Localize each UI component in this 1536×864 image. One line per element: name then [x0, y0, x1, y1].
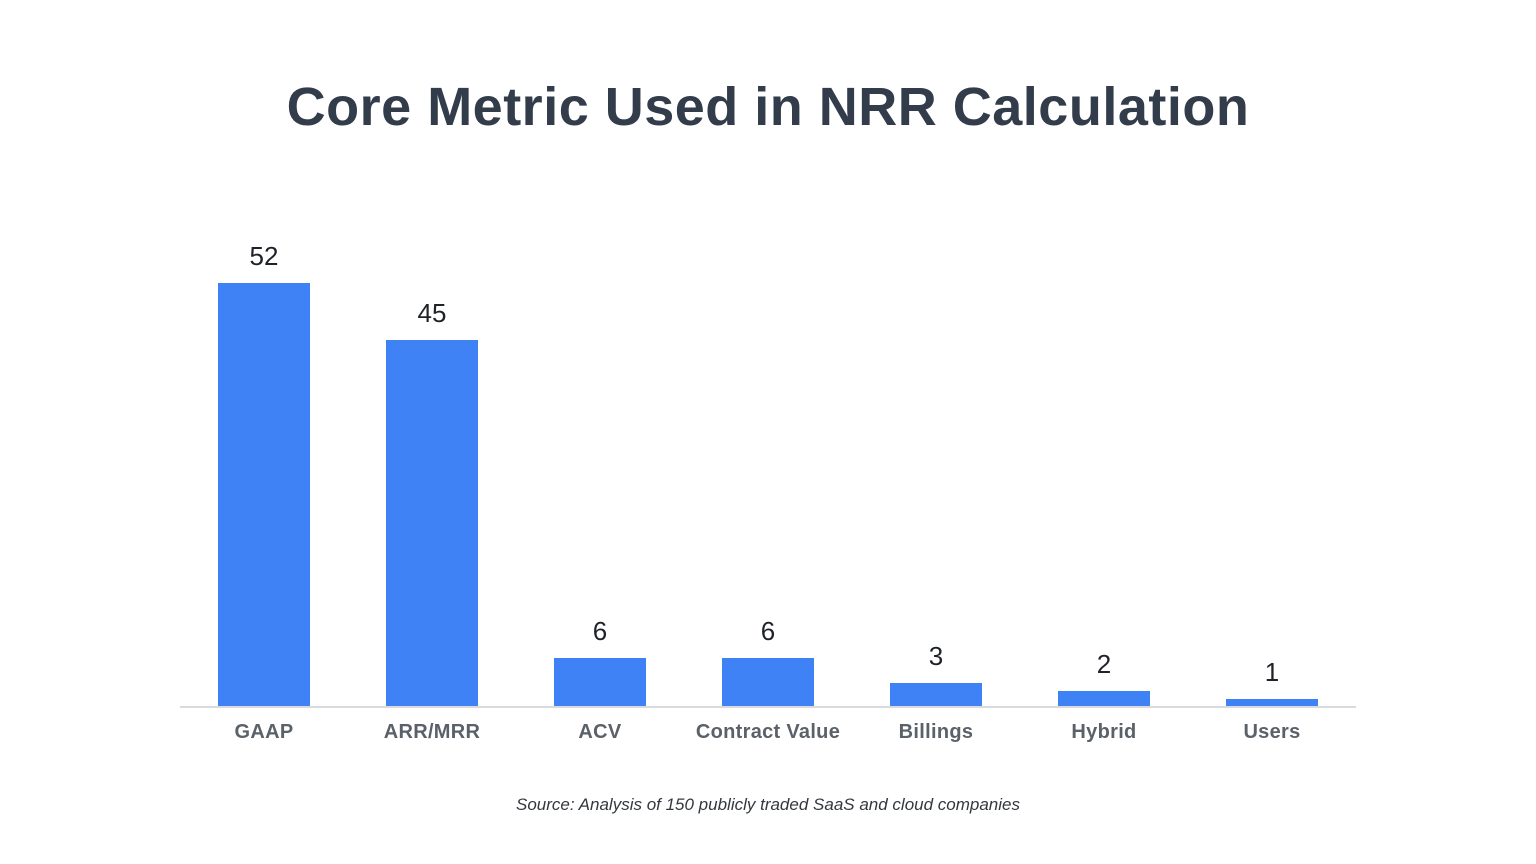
bar [890, 683, 982, 707]
chart-title: Core Metric Used in NRR Calculation [286, 77, 1250, 137]
bar-category-label: Hybrid [1071, 721, 1137, 743]
bar-category-label: ARR/MRR [383, 721, 481, 743]
bar-value-label: 6 [760, 616, 776, 646]
bar-value-label: 3 [928, 641, 944, 671]
bar-category-label: GAAP [234, 721, 294, 743]
bar-group: 3 [852, 643, 1020, 707]
bar [722, 658, 814, 707]
bar-group: 6 [684, 618, 852, 707]
bar-group: 2 [1020, 651, 1188, 707]
bar-group: 45 [348, 300, 516, 707]
x-axis-category-labels: GAAP ARR/MRR ACV Contract Value Billings Hybr… [180, 721, 1356, 744]
bar [1058, 691, 1150, 707]
bar-category-label: Users [1243, 721, 1301, 743]
bar-category-label: ACV [578, 721, 622, 743]
bar [554, 658, 646, 707]
source-note: Source: Analysis of 150 publicly traded … [515, 795, 1020, 814]
bar-group: 6 [516, 618, 684, 707]
bar-category-label: Contract Value [695, 721, 841, 743]
bar-group: 1 [1188, 659, 1356, 707]
bar [218, 283, 310, 707]
bar-value-label: 45 [417, 298, 447, 328]
bar [386, 340, 478, 707]
x-axis-line [180, 706, 1356, 708]
bar-value-label: 1 [1264, 657, 1280, 687]
bar-category-label: Billings [898, 721, 974, 743]
bar-chart-plot-area: 52 45 6 6 3 2 1 [180, 243, 1356, 707]
bar-group: 52 [180, 243, 348, 707]
bar [1226, 699, 1318, 707]
bar-value-label: 52 [249, 241, 279, 271]
bar-value-label: 6 [592, 616, 608, 646]
bar-value-label: 2 [1096, 649, 1112, 679]
